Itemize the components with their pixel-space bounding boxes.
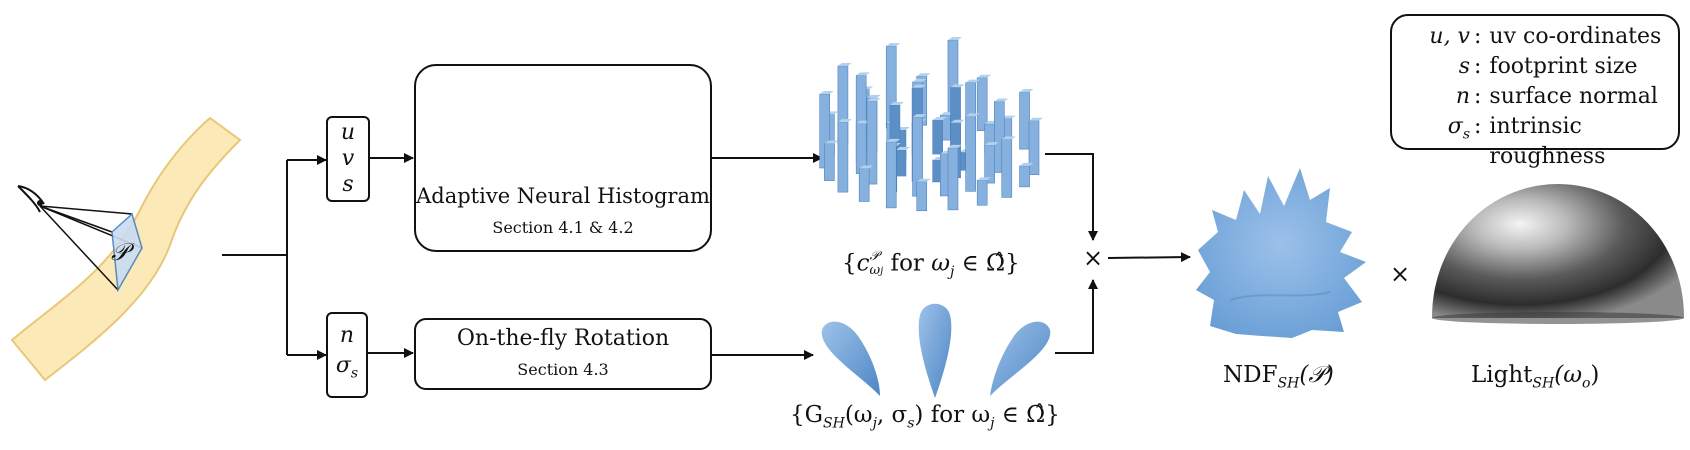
histogram-visual [819,37,1044,212]
histogram-bar-top [916,73,931,77]
input-u: u [340,120,356,145]
lobe-center [918,303,952,398]
histogram-bar-top [916,178,931,182]
input-sigma: σs [335,353,359,382]
histogram-bar [1019,165,1030,188]
histogram-bar-top [1019,89,1034,93]
histogram-bar-top [977,74,992,78]
input-v: v [341,146,355,171]
histogram-bar [837,121,849,193]
histogram-bar-top [866,98,881,102]
histogram-bar-top [965,113,980,117]
histogram-bar [1028,120,1040,176]
histogram-bar [916,181,928,212]
histogram-bar-top [886,138,901,142]
lobe-left [821,321,880,396]
histogram-bar-top [912,114,927,118]
input-box-bottom: n σs [326,312,368,398]
histogram-bar [932,119,943,155]
histogram-bar [965,116,976,192]
histogram-bar-top [932,117,947,121]
legend-box: u, v: uv co-ordinates s: footprint size n:… [1390,14,1680,169]
histogram-bar-top [977,177,992,181]
histogram-bar [885,141,897,209]
multiply-symbol-2: × [1390,260,1411,288]
view-frustum [39,205,143,291]
histogram-bar [895,149,907,177]
multiply-symbol-1: × [1083,244,1104,272]
histogram-bar-top [824,140,839,144]
histogram-bar-top [1019,162,1034,166]
input-s: s [342,172,354,197]
legend-row-n: n: surface normal [1455,84,1658,109]
histogram-bar-top [1029,117,1044,121]
histogram-bar-top [866,94,881,98]
histogram-bar-top [1001,115,1016,119]
histogram-bar-top [950,84,965,88]
neural-box-subtitle: Section 4.1 & 4.2 [492,218,634,237]
histogram-bar [976,179,988,206]
light-dome-visual [1432,184,1684,318]
histogram-bar-top [895,147,910,151]
footprint-patch [111,212,143,293]
histogram-bar-top [1001,136,1016,140]
histogram-bar [947,147,959,211]
input-n: n [339,323,355,349]
histogram-bar-top [886,43,901,47]
rotation-box: On-the-fly Rotation Section 4.3 [414,318,712,390]
histogram-bar [824,143,835,181]
rotation-box-title: On-the-fly Rotation [456,326,670,351]
eye-icon [17,185,45,213]
light-caption: LightSH(ωo) [1471,362,1600,392]
lobes-caption: {GSH(ωj, σs) for ωj ∈ Ω̂} [790,402,1060,432]
histogram-bar [976,77,988,132]
ndf-visual [1196,168,1366,338]
histogram-bar-top [837,119,852,123]
histogram-bar-top [819,91,834,94]
legend-row-uv: u, v: uv co-ordinates [1429,24,1662,49]
histogram-bar-top [837,62,852,66]
eye-pupil [37,200,43,206]
histogram-bar [1019,91,1030,150]
histogram-bar-top [947,144,962,148]
histogram-bar-top [947,37,962,41]
histogram-bar [1001,139,1013,198]
histogram-bar-top [912,84,927,88]
input-connectors [222,153,1191,360]
surface-point-label: 𝒫 [111,238,129,266]
legend-row-sigma: σs: intrinsic roughness [1447,114,1606,169]
legend-row-s: s: footprint size [1458,54,1638,79]
input-box-top: u v s [326,116,370,202]
rotation-box-subtitle: Section 4.3 [517,360,609,379]
histogram-bar-top [984,142,999,146]
histogram-bar-top [965,79,980,83]
ndf-caption: NDFSH(𝒫) [1223,362,1334,392]
histogram-bar-top [856,72,871,76]
neural-histogram-box: Adaptive Neural Histogram Section 4.1 & … [414,64,712,252]
histogram-bar-top [950,119,965,123]
sh-lobes-visual [821,303,1051,398]
histogram-bar-top [994,98,1009,102]
histogram-bar-top [889,102,904,105]
histogram-bar [858,168,870,202]
lobe-right [990,321,1051,396]
histogram-bar-top [859,165,874,169]
histogram-bar-top [912,78,927,82]
neural-box-title: Adaptive Neural Histogram [416,184,710,208]
